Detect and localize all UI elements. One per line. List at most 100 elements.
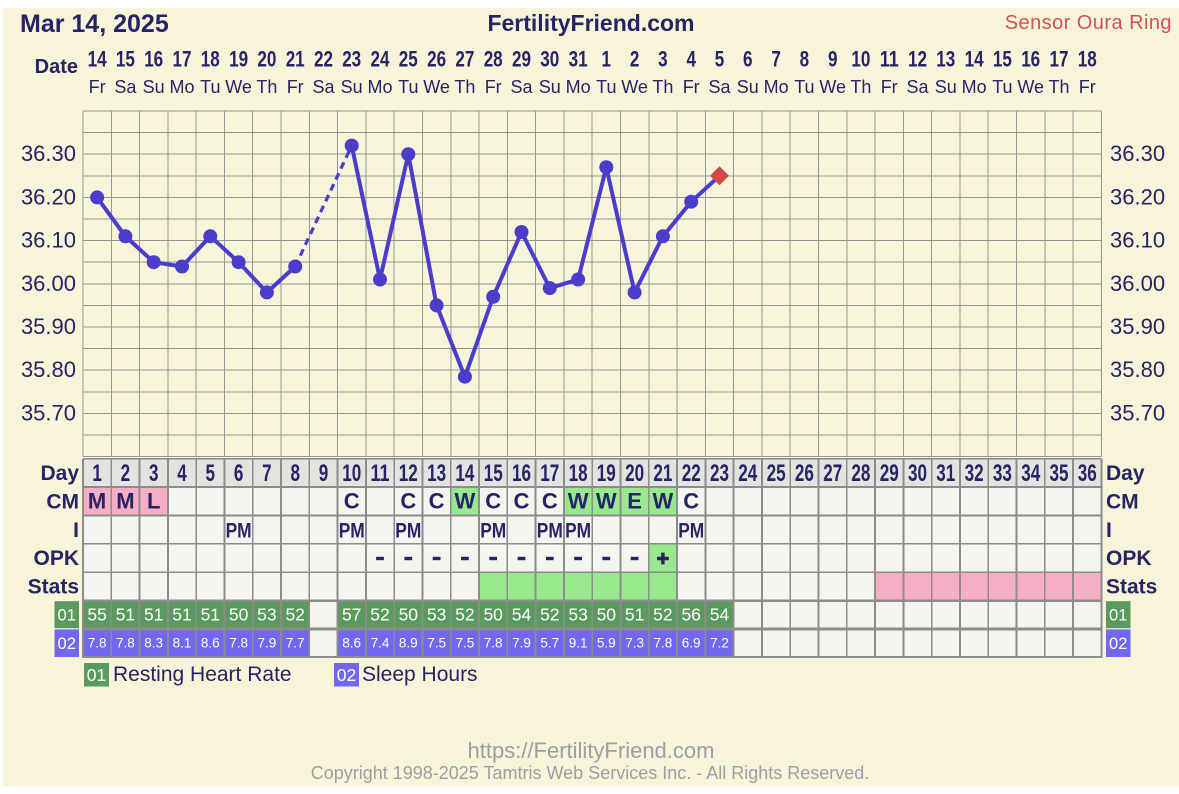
svg-text:01: 01 xyxy=(58,607,76,625)
svg-text:3: 3 xyxy=(149,460,159,487)
svg-text:51: 51 xyxy=(201,604,220,624)
svg-text:2: 2 xyxy=(630,46,640,71)
svg-text:7.8: 7.8 xyxy=(654,635,673,650)
svg-text:50: 50 xyxy=(399,604,419,624)
svg-text:52: 52 xyxy=(285,604,304,624)
svg-text:Su: Su xyxy=(341,77,363,97)
svg-text:8.9: 8.9 xyxy=(399,635,418,650)
svg-text:Tu: Tu xyxy=(398,77,418,97)
svg-text:7: 7 xyxy=(262,460,272,487)
svg-text:15: 15 xyxy=(484,460,503,487)
svg-text:CM: CM xyxy=(46,491,79,514)
svg-text:20: 20 xyxy=(257,46,276,71)
svg-text:5: 5 xyxy=(206,460,216,487)
svg-text:14: 14 xyxy=(455,460,474,487)
svg-text:12: 12 xyxy=(399,460,418,487)
svg-text:We: We xyxy=(621,77,648,97)
svg-text:PM: PM xyxy=(480,519,506,542)
svg-text:6.9: 6.9 xyxy=(682,635,701,650)
svg-text:15: 15 xyxy=(993,46,1012,71)
svg-text:52: 52 xyxy=(455,604,474,624)
svg-text:35.80: 35.80 xyxy=(21,357,76,382)
svg-text:Mar 14, 2025: Mar 14, 2025 xyxy=(20,10,169,38)
svg-text:17: 17 xyxy=(173,46,192,71)
svg-text:51: 51 xyxy=(172,604,191,624)
svg-text:52: 52 xyxy=(370,604,389,624)
svg-text:31: 31 xyxy=(569,46,588,71)
svg-text:25: 25 xyxy=(399,46,418,71)
svg-text:36.20: 36.20 xyxy=(1110,184,1165,209)
svg-text:02: 02 xyxy=(1109,635,1127,653)
svg-text:16: 16 xyxy=(512,460,531,487)
svg-text:30: 30 xyxy=(540,46,559,71)
svg-text:22: 22 xyxy=(314,46,333,71)
svg-text:36.30: 36.30 xyxy=(1110,141,1165,166)
svg-text:10: 10 xyxy=(851,46,870,71)
svg-text:Sa: Sa xyxy=(114,77,137,97)
svg-text:36.30: 36.30 xyxy=(21,141,76,166)
svg-text:21: 21 xyxy=(286,46,305,71)
svg-text:35.80: 35.80 xyxy=(1110,357,1165,382)
svg-text:18: 18 xyxy=(201,46,220,71)
svg-text:Day: Day xyxy=(1106,462,1145,485)
svg-text:Tu: Tu xyxy=(596,77,616,97)
svg-text:7.8: 7.8 xyxy=(116,635,135,650)
svg-text:PM: PM xyxy=(395,519,421,542)
svg-text:27: 27 xyxy=(823,460,842,487)
svg-text:C: C xyxy=(514,489,530,514)
svg-text:Copyright 1998-2025 Tamtris We: Copyright 1998-2025 Tamtris Web Services… xyxy=(311,763,870,783)
svg-text:18: 18 xyxy=(569,460,588,487)
svg-text:7.8: 7.8 xyxy=(484,635,503,650)
svg-text:35.70: 35.70 xyxy=(1110,400,1165,425)
svg-text:M: M xyxy=(88,489,106,514)
svg-text:7: 7 xyxy=(771,46,781,71)
svg-text:4: 4 xyxy=(177,460,187,487)
svg-text:54: 54 xyxy=(512,604,532,624)
svg-text:8.1: 8.1 xyxy=(173,635,192,650)
svg-text:29: 29 xyxy=(512,46,531,71)
svg-text:Su: Su xyxy=(539,77,561,97)
svg-text:27: 27 xyxy=(455,46,474,71)
svg-text:01: 01 xyxy=(1109,607,1127,625)
svg-text:23: 23 xyxy=(342,46,361,71)
svg-text:15: 15 xyxy=(116,46,135,71)
svg-text:36.00: 36.00 xyxy=(21,271,76,296)
svg-text:7.3: 7.3 xyxy=(625,635,644,650)
svg-text:14: 14 xyxy=(88,46,108,71)
svg-text:26: 26 xyxy=(427,46,446,71)
svg-text:12: 12 xyxy=(908,46,927,71)
svg-text:1: 1 xyxy=(92,460,102,487)
svg-text:10: 10 xyxy=(342,460,361,487)
svg-text:Mo: Mo xyxy=(566,77,591,97)
svg-text:19: 19 xyxy=(229,46,248,71)
svg-text:26: 26 xyxy=(795,460,814,487)
svg-text:L: L xyxy=(147,489,160,514)
svg-text:Su: Su xyxy=(737,77,759,97)
svg-text:Stats: Stats xyxy=(28,576,79,599)
svg-text:16: 16 xyxy=(144,46,163,71)
svg-text:22: 22 xyxy=(682,460,701,487)
svg-text:https://FertilityFriend.com: https://FertilityFriend.com xyxy=(468,738,715,763)
svg-text:13: 13 xyxy=(427,460,446,487)
svg-text:51: 51 xyxy=(116,604,135,624)
svg-text:7.8: 7.8 xyxy=(88,635,107,650)
svg-text:33: 33 xyxy=(993,460,1012,487)
svg-text:C: C xyxy=(542,489,558,514)
svg-text:28: 28 xyxy=(484,46,503,71)
svg-text:Tu: Tu xyxy=(992,77,1012,97)
svg-text:Sleep Hours: Sleep Hours xyxy=(362,663,478,686)
svg-text:53: 53 xyxy=(427,604,446,624)
svg-text:5.7: 5.7 xyxy=(540,635,559,650)
svg-text:PM: PM xyxy=(565,519,591,542)
svg-text:Mo: Mo xyxy=(367,77,392,97)
svg-text:Date: Date xyxy=(35,56,78,78)
svg-text:34: 34 xyxy=(1021,460,1040,487)
svg-text:18: 18 xyxy=(1078,46,1097,71)
svg-text:36.20: 36.20 xyxy=(21,184,76,209)
svg-text:35.90: 35.90 xyxy=(21,314,76,339)
svg-text:02: 02 xyxy=(58,635,76,653)
svg-text:50: 50 xyxy=(229,604,249,624)
svg-text:PM: PM xyxy=(226,519,252,542)
svg-text:02: 02 xyxy=(337,665,356,685)
svg-text:Sa: Sa xyxy=(312,77,335,97)
